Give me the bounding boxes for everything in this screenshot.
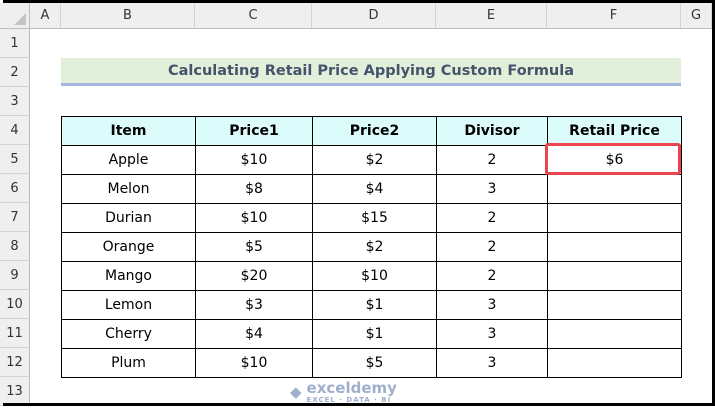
table-cell[interactable]: $4: [195, 319, 313, 349]
table-cell[interactable]: 2: [436, 145, 548, 175]
table-cell[interactable]: $1: [312, 290, 437, 320]
selected-cell-highlight: [545, 143, 681, 175]
table-cell[interactable]: Mango: [61, 261, 196, 291]
column-header-A[interactable]: A: [30, 3, 61, 29]
column-header-E[interactable]: E: [436, 3, 547, 29]
table-cell[interactable]: $10: [195, 203, 313, 233]
table-cell[interactable]: [547, 319, 682, 349]
table-cell[interactable]: $2: [312, 145, 437, 175]
row-header-5[interactable]: 5: [0, 145, 30, 174]
table-cell[interactable]: [547, 348, 682, 378]
table-cell[interactable]: [547, 232, 682, 262]
table-cell[interactable]: [547, 261, 682, 291]
table-cell[interactable]: $6: [547, 145, 682, 175]
table-cell[interactable]: $10: [195, 348, 313, 378]
table-cell[interactable]: [547, 203, 682, 233]
select-all-button[interactable]: [0, 3, 30, 29]
exceldemy-watermark: ◆ exceldemy EXCEL · DATA · BI: [290, 380, 397, 404]
column-header-G[interactable]: G: [681, 3, 712, 29]
table-row: Mango $20 $10 2: [61, 261, 682, 291]
table-cell[interactable]: $2: [312, 232, 437, 262]
table-cell[interactable]: 3: [436, 319, 548, 349]
table-row: Durian $10 $15 2: [61, 203, 682, 233]
table-cell[interactable]: Melon: [61, 174, 196, 204]
table-header-cell[interactable]: Price1: [195, 116, 313, 146]
table-cell[interactable]: $15: [312, 203, 437, 233]
row-header-10[interactable]: 10: [0, 290, 30, 319]
row-header-7[interactable]: 7: [0, 203, 30, 232]
column-header-D[interactable]: D: [312, 3, 436, 29]
table-cell[interactable]: Lemon: [61, 290, 196, 320]
table-cell[interactable]: 3: [436, 174, 548, 204]
table-cell[interactable]: $8: [195, 174, 313, 204]
table-cell[interactable]: $10: [195, 145, 313, 175]
table-cell[interactable]: $5: [312, 348, 437, 378]
table-cell[interactable]: 3: [436, 348, 548, 378]
row-header-8[interactable]: 8: [0, 232, 30, 261]
row-header-11[interactable]: 11: [0, 319, 30, 348]
table-cell[interactable]: 2: [436, 232, 548, 262]
price-table: Item Price1 Price2 Divisor Retail Price Appl…: [61, 116, 682, 378]
table-cell[interactable]: [547, 174, 682, 204]
table-header-cell[interactable]: Divisor: [436, 116, 548, 146]
table-cell[interactable]: Cherry: [61, 319, 196, 349]
table-cell[interactable]: Orange: [61, 232, 196, 262]
table-cell[interactable]: $1: [312, 319, 437, 349]
row-header-9[interactable]: 9: [0, 261, 30, 290]
table-cell[interactable]: Durian: [61, 203, 196, 233]
column-header-B[interactable]: B: [61, 3, 195, 29]
table-row: Cherry $4 $1 3: [61, 319, 682, 349]
column-header-F[interactable]: F: [547, 3, 681, 29]
table-header-cell[interactable]: Retail Price: [547, 116, 682, 146]
row-header-2[interactable]: 2: [0, 58, 30, 87]
row-header-4[interactable]: 4: [0, 116, 30, 145]
table-cell[interactable]: $4: [312, 174, 437, 204]
table-cell[interactable]: [547, 290, 682, 320]
row-header-13[interactable]: 13: [0, 377, 30, 406]
table-cell[interactable]: 2: [436, 261, 548, 291]
table-row: Apple $10 $2 2 $6: [61, 145, 682, 175]
logo-icon: ◆: [290, 382, 302, 401]
table-row: Melon $8 $4 3: [61, 174, 682, 204]
table-cell[interactable]: $20: [195, 261, 313, 291]
table-row: Orange $5 $2 2: [61, 232, 682, 262]
table-header-cell[interactable]: Price2: [312, 116, 437, 146]
table-cell[interactable]: $5: [195, 232, 313, 262]
row-header-1[interactable]: 1: [0, 29, 30, 58]
column-header-C[interactable]: C: [195, 3, 312, 29]
table-cell[interactable]: 3: [436, 290, 548, 320]
table-cell[interactable]: 2: [436, 203, 548, 233]
watermark-name: exceldemy: [306, 378, 397, 397]
table-row: Plum $10 $5 3: [61, 348, 682, 378]
row-header-12[interactable]: 12: [0, 348, 30, 377]
table-row: Lemon $3 $1 3: [61, 290, 682, 320]
table-header-cell[interactable]: Item: [61, 116, 196, 146]
table-cell[interactable]: Apple: [61, 145, 196, 175]
watermark-tagline: EXCEL · DATA · BI: [306, 395, 392, 404]
row-header-6[interactable]: 6: [0, 174, 30, 203]
row-header-3[interactable]: 3: [0, 87, 30, 116]
table-cell[interactable]: Plum: [61, 348, 196, 378]
sheet-title: Calculating Retail Price Applying Custom…: [61, 58, 681, 86]
table-cell[interactable]: $10: [312, 261, 437, 291]
table-cell[interactable]: $3: [195, 290, 313, 320]
